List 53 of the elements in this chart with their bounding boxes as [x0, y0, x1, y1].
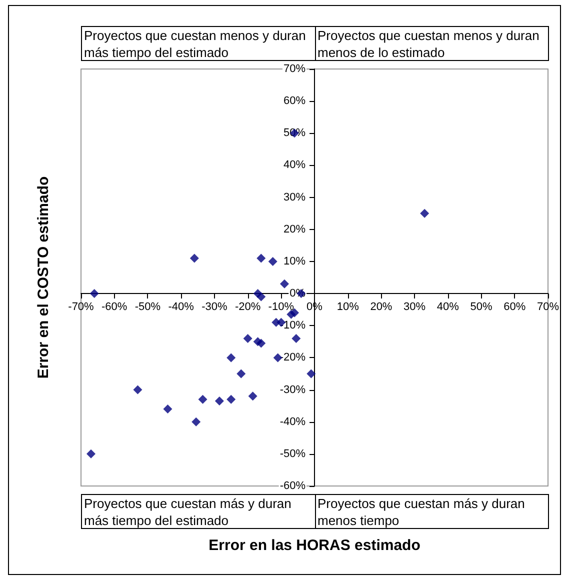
y-tick-label: 10%	[283, 255, 306, 268]
point	[248, 392, 258, 401]
point	[292, 334, 301, 343]
point	[198, 394, 208, 404]
y-tick-label: -40%	[280, 416, 306, 428]
point	[133, 385, 142, 394]
x-tick-label: -10%	[268, 301, 294, 314]
x-tick-label: -40%	[168, 301, 194, 314]
point	[90, 289, 99, 298]
text: Proyectos que cuestan más y duran menos tiempo	[314, 494, 549, 529]
x-tick-label: 10%	[336, 301, 360, 314]
x-tick-label: -30%	[202, 301, 228, 314]
point	[256, 338, 266, 348]
point	[190, 254, 199, 263]
x-tick-label: -20%	[234, 301, 261, 314]
point	[243, 334, 252, 343]
x-tick-label: 20%	[370, 301, 392, 314]
x-tick-label: 50%	[470, 301, 493, 314]
point	[280, 279, 289, 288]
point	[236, 369, 246, 378]
point	[256, 292, 266, 302]
point	[226, 353, 236, 362]
x-axis-title: Error en las HORAS estimado	[208, 537, 420, 554]
text: Proyectos que cuestan menos y duran menos de lo estimado	[314, 26, 549, 61]
x-tick-label: 30%	[404, 301, 426, 314]
point	[163, 404, 172, 414]
point	[226, 394, 236, 404]
y-tick-label: 20%	[283, 223, 306, 236]
point	[214, 396, 224, 406]
point	[192, 417, 201, 426]
y-tick-label: 30%	[283, 191, 306, 204]
y-axis-title: Error en el COSTO estimado	[35, 176, 52, 379]
text: Proyectos que cuestan más y duran más tiempo del estimado	[81, 494, 316, 529]
y-tick-label: 60%	[283, 95, 306, 108]
y-tick-label: -50%	[280, 448, 306, 460]
y-tick-label: -30%	[280, 384, 306, 396]
x-tick-label: -50%	[134, 301, 161, 314]
y-tick-label: -60%	[280, 480, 306, 492]
point	[268, 256, 278, 266]
x-tick-label: 70%	[536, 301, 560, 314]
y-tick-label: -20%	[280, 352, 306, 364]
point	[86, 449, 96, 458]
point	[420, 208, 430, 218]
text: Proyectos que cuestan menos y duran más tiempo del estimado	[81, 26, 316, 61]
point	[306, 369, 316, 378]
x-tick-label: 40%	[436, 301, 460, 314]
x-tick-label: -70%	[68, 301, 94, 314]
y-tick-label: -10%	[280, 320, 306, 332]
y-tick-label: 40%	[283, 159, 306, 172]
y-tick-label: 70%	[283, 63, 306, 75]
x-tick-label: 60%	[504, 301, 526, 314]
x-tick-label: -60%	[102, 301, 128, 314]
point	[256, 254, 266, 263]
